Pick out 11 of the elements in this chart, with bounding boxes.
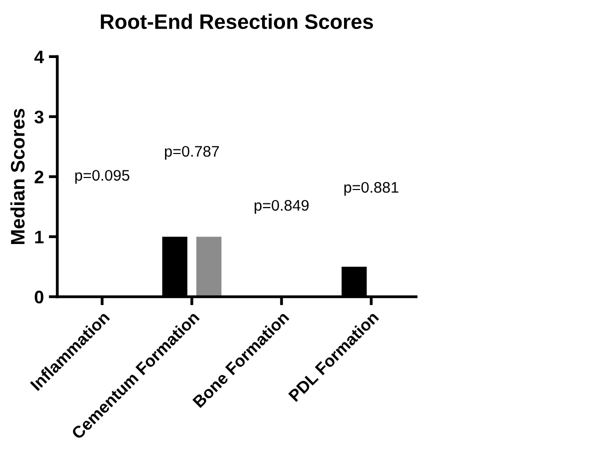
- y-tick-label: 4: [34, 50, 44, 64]
- y-tick-label: 2: [34, 170, 44, 184]
- y-tick-label: 1: [35, 230, 44, 244]
- annotation: p=0.787: [164, 146, 219, 160]
- y-tick-label: 3: [34, 110, 44, 124]
- y-axis-title: Median Scores: [10, 108, 25, 244]
- annotation: p=0.881: [344, 182, 398, 196]
- annotation: p=0.849: [254, 200, 309, 214]
- chart-title: Root-End Resection Scores: [100, 14, 374, 30]
- y-tick-label: 0: [34, 290, 44, 304]
- annotation: p=0.095: [75, 170, 130, 184]
